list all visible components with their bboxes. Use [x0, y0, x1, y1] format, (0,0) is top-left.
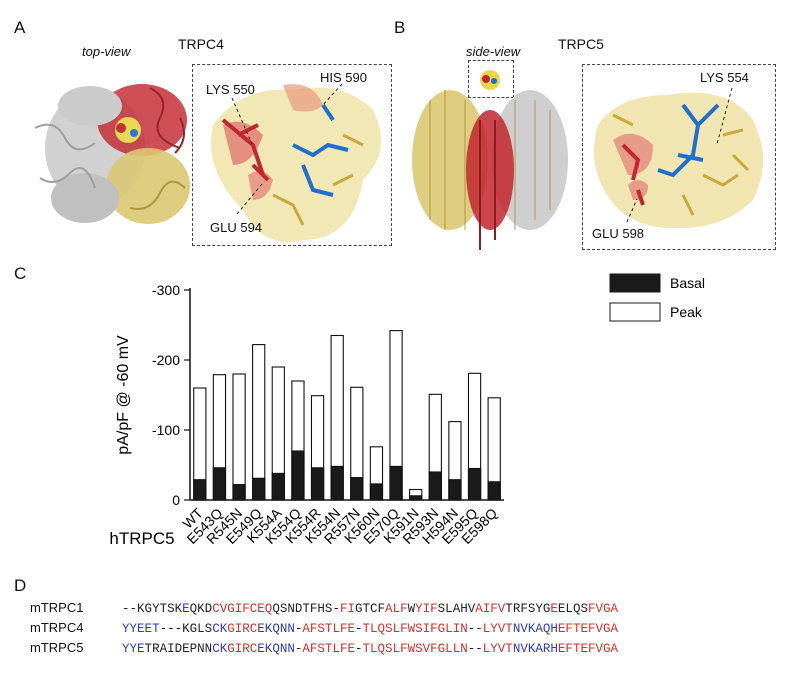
alignment-row-mTRPC5: mTRPC5 YYETRAIDEPNNCKGIRCEKQNN-AFSTLFE-TL… [30, 640, 618, 656]
panel-letter-c: C [14, 264, 27, 283]
legend-swatch-basal [609, 273, 661, 293]
bar-basal-E598Q [487, 481, 501, 501]
label-his-590: HIS 590 [320, 70, 367, 85]
y-tick-label: -200 [152, 352, 180, 368]
bar-basal-K554R [310, 467, 325, 501]
bar-basal-E570Q [389, 465, 403, 501]
panel-b-leader-lines [626, 87, 733, 223]
panel-letter-d: D [14, 576, 27, 595]
y-tick-label: -100 [152, 422, 180, 438]
legend-swatch-peak [609, 302, 661, 322]
trpc4-binding-pocket-zoom [211, 84, 381, 242]
label-glu-594: GLU 594 [210, 220, 263, 235]
alignment-row-name: mTRPC1 [30, 600, 84, 615]
trpc5-side-view-structure [412, 70, 568, 250]
bar-basal-K560N [369, 483, 384, 501]
label-lys-554: LYS 554 [700, 70, 749, 85]
bar-basal-E595Q [467, 467, 482, 501]
chart-x-axis-label: hTRPC5 [109, 529, 174, 548]
bar-peak-E549Q [252, 344, 266, 501]
bar-basal-WT [193, 479, 207, 501]
alignment-row-sequence: --KGYTSKEQKDCVGIFCEQQSNDTFHS-FIGTCFALFWY… [122, 602, 619, 616]
chart-legend: Basal Peak [609, 273, 705, 322]
panel-b-zoom-box [582, 64, 776, 250]
trpc5-binding-pocket-zoom [594, 92, 763, 229]
alignment-row-sequence: YYETRAIDEPNNCKGIRCEKQNN-AFSTLFE-TLQSLFWS… [122, 642, 619, 656]
panel-b-view-label: side-view [466, 44, 521, 59]
panel-a-zoom-box [192, 64, 392, 246]
y-tick-label: -300 [152, 282, 180, 298]
panel-b-inset-box [468, 60, 514, 98]
legend-label-basal: Basal [670, 275, 705, 291]
legend-label-peak: Peak [670, 304, 703, 320]
bar-basal-K554A [271, 472, 285, 501]
panel-a-leader-lines [231, 83, 343, 215]
bar-basal-K591N [409, 495, 423, 501]
bar-basal-K554N [330, 465, 344, 501]
panel-a-protein-title: TRPC4 [178, 36, 224, 52]
bar-basal-R593N [428, 471, 442, 501]
bar-basal-R557N [350, 477, 364, 501]
bar-basal-H594N [448, 479, 462, 501]
bar-peak-R545N [232, 373, 246, 501]
alignment-row-mTRPC4: mTRPC4 YYEET---KGLSCKGIRCEKQNN-AFSTLFE-TL… [30, 620, 618, 636]
alignment-row-sequence: YYEET---KGLSCKGIRCEKQNN-AFSTLFE-TLQSLFWS… [122, 622, 619, 636]
label-glu-598: GLU 598 [592, 226, 645, 241]
y-tick-label: 0 [172, 492, 180, 508]
panel-b-protein-title: TRPC5 [558, 36, 604, 52]
trpc4-top-view-structure [34, 84, 190, 224]
panel-a-view-label: top-view [82, 44, 131, 59]
bar-basal-E549Q [252, 477, 266, 501]
alignment-row-name: mTRPC4 [30, 620, 84, 635]
label-lys-550: LYS 550 [206, 82, 255, 97]
bar-basal-R545N [232, 484, 246, 501]
mutant-current-bar-chart: pA/pF @ -60 mV hTRPC5 Basal Peak -300 -20… [109, 273, 705, 548]
bar-basal-E543Q [212, 467, 227, 501]
alignment-row-mTRPC1: mTRPC1 --KGYTSKEQKDCVGIFCEQQSNDTFHS-FIGTC… [30, 600, 618, 616]
panel-letter-b: B [394, 18, 406, 37]
alignment-row-name: mTRPC5 [30, 640, 84, 655]
bar-basal-K554Q [291, 450, 305, 501]
panel-letter-a: A [14, 18, 26, 37]
chart-y-axis-label: pA/pF @ -60 mV [115, 335, 132, 455]
